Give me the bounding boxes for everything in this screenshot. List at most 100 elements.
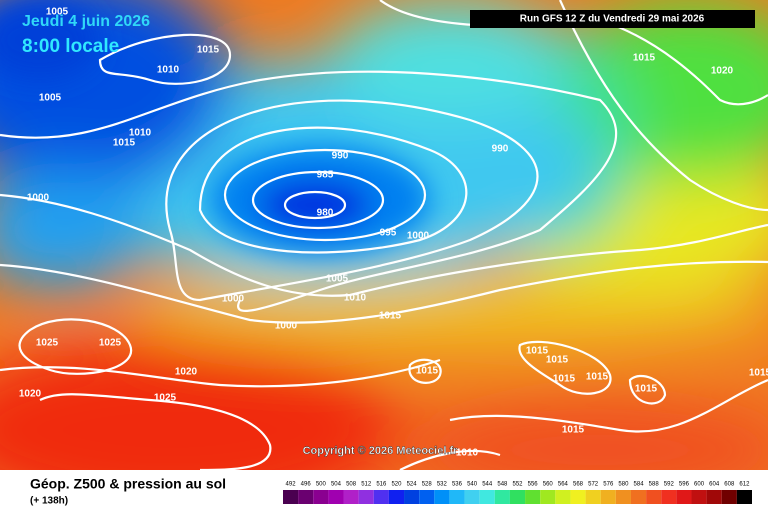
isobar-label: 1015 — [379, 311, 402, 322]
isobar — [251, 170, 385, 230]
legend-label: 492 — [286, 482, 297, 488]
isobar-label: 1000 — [222, 294, 245, 305]
legend-swatch — [676, 490, 692, 504]
legend-swatch — [706, 490, 722, 504]
isobar-label: 1015 — [749, 368, 768, 379]
legend-swatch — [313, 490, 329, 504]
legend-label: 564 — [558, 482, 569, 488]
isobar — [198, 126, 468, 254]
isobar — [165, 99, 539, 302]
isobar-label: 1025 — [99, 338, 122, 349]
isobar — [0, 193, 768, 297]
copyright: Copyright © 2026 Meteociel.fr — [303, 445, 459, 457]
isobar-label: 1025 — [154, 393, 177, 404]
legend-swatch — [615, 490, 631, 504]
isobar-label: 1015 — [526, 346, 549, 357]
isobars — [0, 0, 768, 470]
isobar — [39, 393, 272, 470]
legend-swatch — [373, 490, 389, 504]
legend-label: 544 — [482, 482, 493, 488]
legend-label: 600 — [694, 482, 705, 488]
legend-label: 512 — [361, 482, 372, 488]
legend-label: 556 — [528, 482, 539, 488]
isobar-label: 990 — [492, 144, 509, 155]
isobar — [408, 358, 442, 384]
legend-label: 500 — [316, 482, 327, 488]
isobar — [98, 33, 232, 85]
color-legend: 492 496 500 504 508 512 516 520 524 528 532 536 540 5… — [283, 482, 752, 504]
isobar-label: 1025 — [36, 338, 59, 349]
legend-swatch — [358, 490, 374, 504]
legend-label: 592 — [664, 482, 675, 488]
isobar-label: 1000 — [27, 193, 50, 204]
legend-label: 548 — [497, 482, 508, 488]
legend-label: 612 — [739, 482, 750, 488]
legend-swatch — [691, 490, 707, 504]
legend-swatch — [449, 490, 465, 504]
legend-label: 584 — [634, 482, 645, 488]
legend-swatch — [283, 490, 299, 504]
isobar-label: 1015 — [546, 355, 569, 366]
legend-label: 560 — [543, 482, 554, 488]
isobar — [0, 260, 768, 324]
legend-swatch — [721, 490, 737, 504]
legend-swatch — [525, 490, 541, 504]
legend-label: 580 — [618, 482, 629, 488]
isobar-label: 990 — [332, 151, 349, 162]
isobar — [0, 70, 618, 312]
isobar — [518, 340, 612, 395]
footer-subtitle: (+ 138h) — [30, 496, 68, 507]
legend-label: 572 — [588, 482, 599, 488]
isobar-label: 1005 — [46, 7, 69, 18]
legend-swatch — [540, 490, 556, 504]
legend-swatch — [419, 490, 435, 504]
legend-label: 528 — [422, 482, 433, 488]
isobar-label: 1010 — [129, 128, 152, 139]
legend-label: 596 — [679, 482, 690, 488]
legend-swatch — [494, 490, 510, 504]
isobar — [558, 0, 768, 212]
isobar — [449, 378, 768, 433]
isobar — [283, 190, 347, 220]
isobar-label: 1000 — [407, 231, 430, 242]
isobar-label: 1005 — [39, 93, 62, 104]
legend-label: 552 — [512, 482, 523, 488]
legend-label: 516 — [376, 482, 387, 488]
legend-swatch — [404, 490, 420, 504]
isobar-label: 1015 — [633, 53, 656, 64]
isobar — [18, 318, 133, 375]
legend-label: 568 — [573, 482, 584, 488]
isobar — [628, 374, 667, 405]
legend-label: 536 — [452, 482, 463, 488]
isobar-label: 1015 — [553, 374, 576, 385]
legend-swatch — [570, 490, 586, 504]
isobar-label: 1020 — [19, 389, 42, 400]
isobar-label: 1020 — [711, 66, 734, 77]
isobar-label: 1015 — [197, 45, 220, 56]
legend-swatch — [479, 490, 495, 504]
isobar-label: 1000 — [275, 321, 298, 332]
isobar-label: 1005 — [326, 274, 349, 285]
isobar-label: 1015 — [562, 425, 585, 436]
legend-swatch — [736, 490, 752, 504]
isobar-label: 1020 — [175, 367, 198, 378]
legend-label: 496 — [301, 482, 312, 488]
legend-label: 508 — [346, 482, 357, 488]
legend-swatch — [464, 490, 480, 504]
legend-swatch — [661, 490, 677, 504]
isobar-label: 1010 — [456, 448, 479, 459]
legend-swatch — [646, 490, 662, 504]
isobar-label: 1010 — [157, 65, 180, 76]
legend-swatch — [600, 490, 616, 504]
legend-swatch — [328, 490, 344, 504]
legend-label: 604 — [709, 482, 720, 488]
legend-swatch — [298, 490, 314, 504]
legend-swatch — [555, 490, 571, 504]
legend-label: 576 — [603, 482, 614, 488]
forecast-time: 8:00 locale — [22, 36, 119, 57]
isobar-label: 1010 — [344, 293, 367, 304]
isobar-label: 980 — [317, 208, 334, 219]
